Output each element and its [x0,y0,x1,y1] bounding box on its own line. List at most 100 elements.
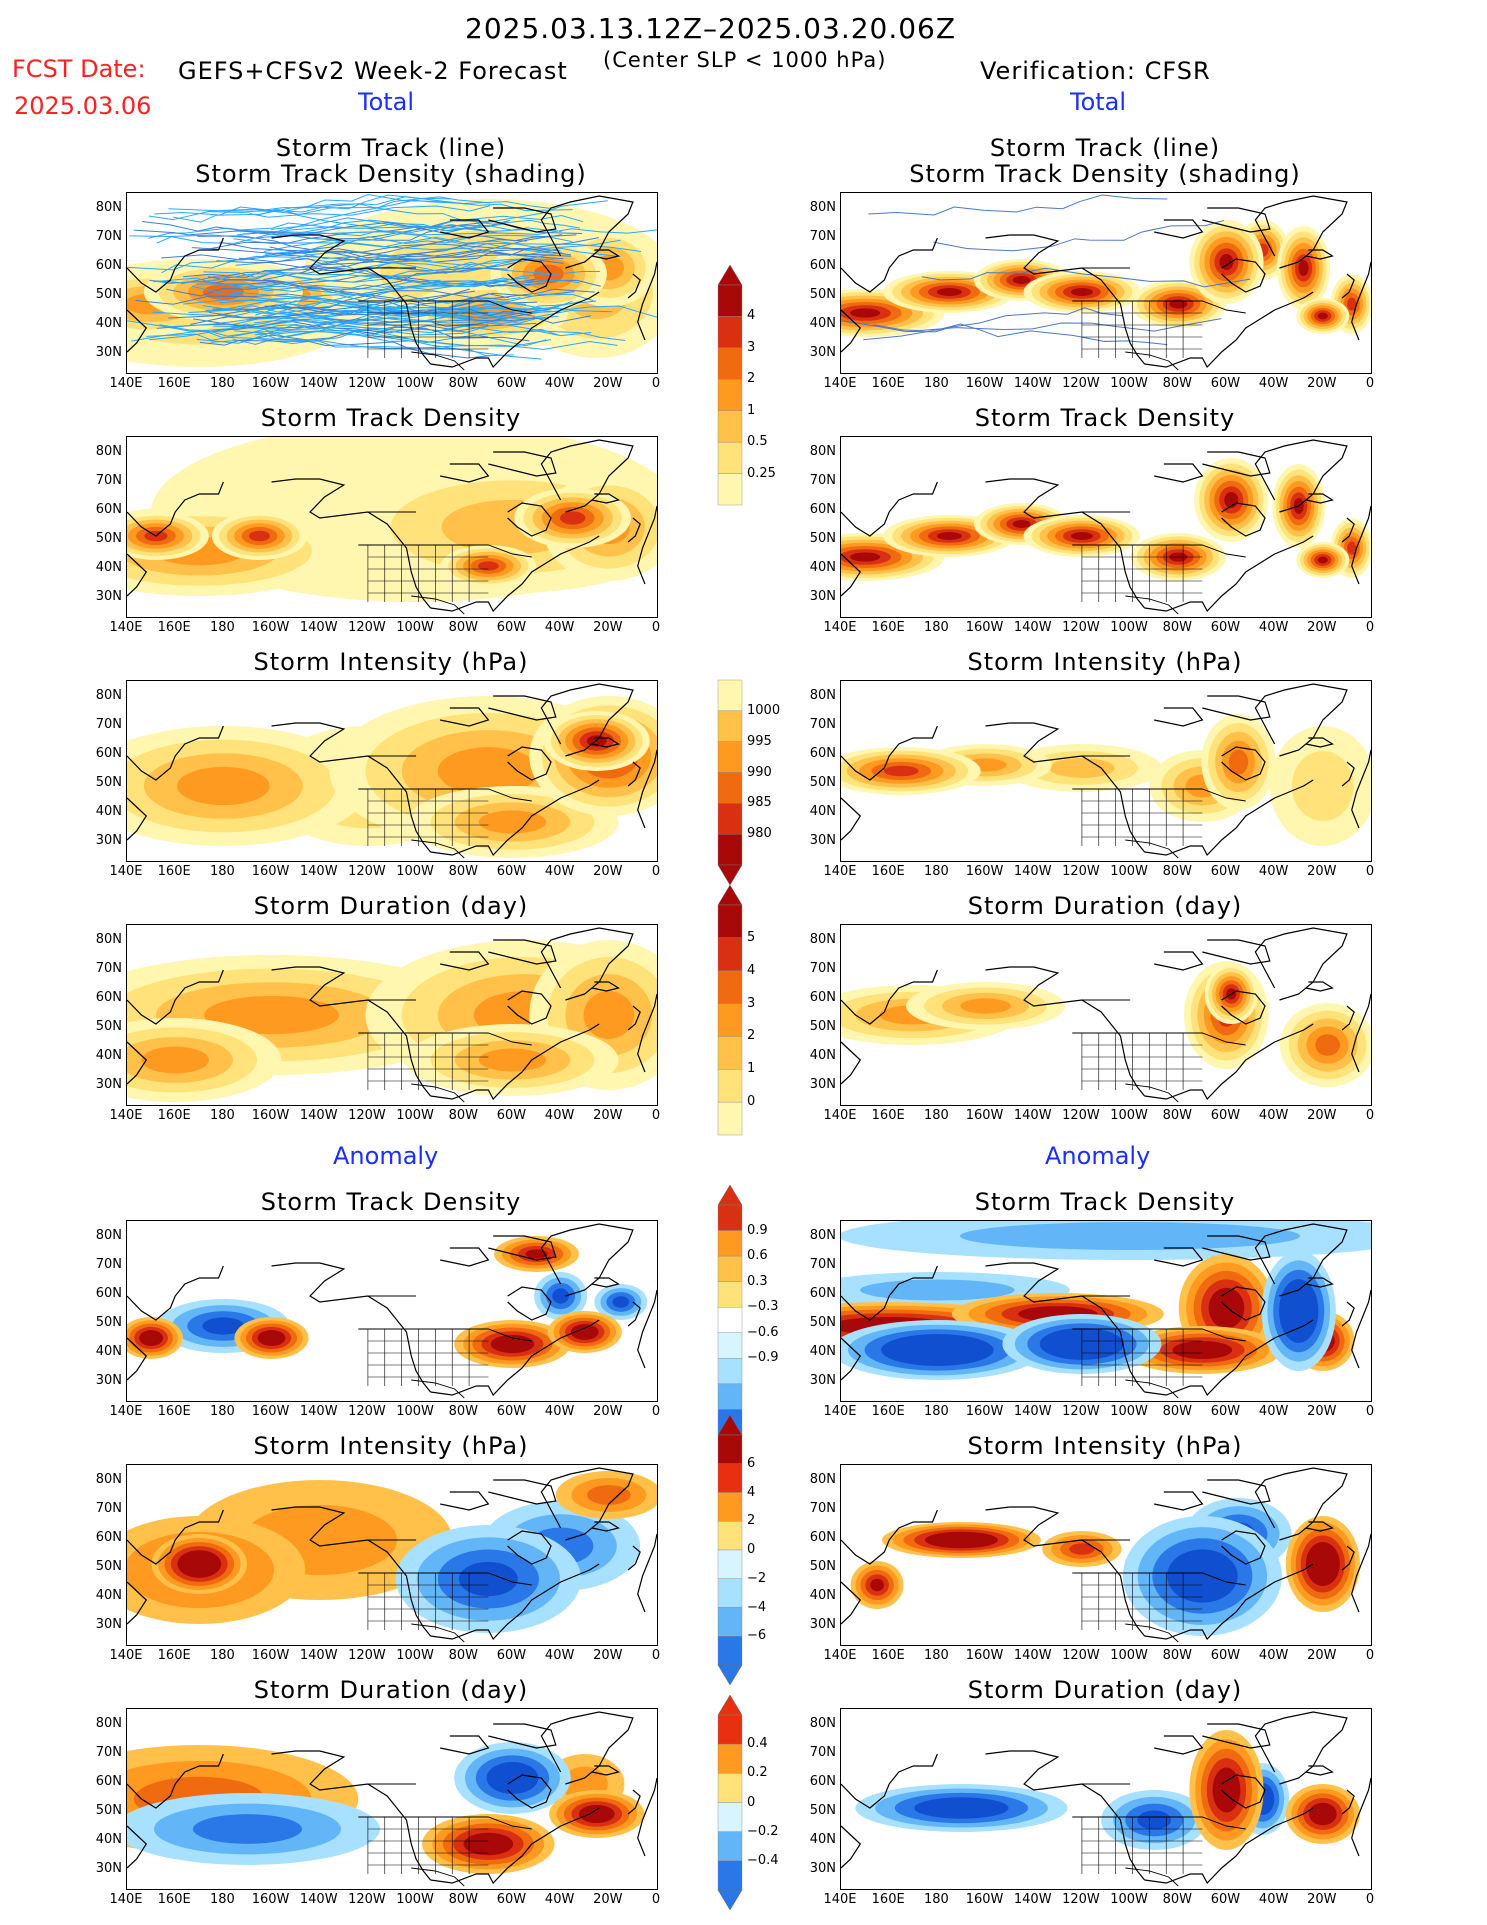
lon-tick-label: 180 [209,376,235,391]
colorbar-swatch [717,1463,743,1493]
coastline [127,1581,148,1625]
storm-track-line [254,325,592,337]
coastline [1144,1319,1314,1397]
colorbar-label: 2 [747,1028,756,1044]
colorbar-label: 6 [747,1455,756,1471]
colorbar-swatch [717,937,743,971]
lon-tick-label: 140E [109,620,143,635]
coastline [985,478,1146,609]
storm-track-line [131,330,514,357]
colorbar-label: 0.4 [747,1736,768,1752]
storm-track-line [216,248,561,269]
panel-title-dens-left: Storm Track Density [260,404,522,432]
storm-track-line [165,297,521,328]
colorbar-arrow-top [717,1185,743,1206]
lon-tick-label: 160E [157,864,191,879]
field-cell [850,552,881,562]
coastline [507,990,552,1025]
coastline [1221,1530,1266,1565]
storm-track-line [135,288,470,305]
lat-tick-label: 50N [95,1315,122,1330]
lat-tick-label: 30N [809,1617,836,1632]
lon-tick-label: 160W [251,1648,290,1663]
panel-title-int-left: Storm Intensity (hPa) [253,648,529,676]
coastline [440,1491,490,1511]
field-cell [1049,758,1115,778]
coastline [1154,219,1204,239]
colorbar-swatch [717,772,743,804]
colorbar-label: 3 [747,339,756,355]
border-line [1125,595,1179,615]
coastline [985,966,1146,1097]
lat-tick-label: 70N [809,1257,836,1272]
lat-tick-label: 80N [95,688,122,703]
field-cell [1298,260,1309,276]
lon-tick-label: 160E [157,1892,191,1907]
lat-tick-label: 70N [95,961,122,976]
lat-tick-label: 50N [809,531,836,546]
lat-tick-label: 40N [95,1832,122,1847]
coastline [841,1041,862,1085]
field-cell [499,1338,526,1350]
lon-tick-label: 0 [651,1108,661,1123]
storm-track-line [196,251,563,285]
storm-track-line [210,258,564,290]
coastline [1202,939,1271,965]
lat-tick-label: 70N [95,473,122,488]
coastline [1341,761,1355,787]
storm-track-line [262,304,657,318]
model-name: GEFS+CFSv2 Week-2 Forecast [178,57,568,85]
lon-tick-label: 120W [348,1108,386,1123]
coastline [1221,258,1266,293]
field-cell [1184,1344,1220,1356]
coastline [430,1319,600,1397]
colorbar-swatch [717,1069,743,1103]
lat-tick-label: 50N [809,775,836,790]
lon-tick-label: 140E [823,620,857,635]
colorbar-swatch [717,833,743,866]
lon-tick-label: 140W [299,1108,338,1123]
lon-tick-label: 20W [1307,1648,1337,1663]
lon-tick-label: 60W [1210,1648,1241,1663]
colorbar-swatch [717,1521,743,1551]
border-line [358,1816,532,1830]
lon-tick-label: 100W [1110,1892,1148,1907]
colorbar-label: 0.6 [747,1248,768,1264]
colorbar-swatch [717,1578,743,1608]
storm-track-line [156,320,537,334]
lat-tick-label: 80N [809,688,836,703]
coastline [985,1262,1146,1393]
colorbar-swatch [717,1036,743,1070]
lat-tick-label: 40N [809,316,836,331]
lon-tick-label: 160E [871,1892,905,1907]
coastline [127,553,148,597]
storm-track-line [933,219,1225,252]
lon-tick-label: 120W [348,1648,386,1663]
coastline [1351,505,1371,585]
coastline [637,993,657,1073]
lon-tick-label: 60W [1210,864,1241,879]
lon-tick-label: 140W [1013,1648,1052,1663]
storm-track-line [192,285,550,320]
colorbar-label: 1000 [747,702,781,718]
coastline [591,981,620,992]
lon-tick-label: 160E [871,376,905,391]
storm-track-line [267,228,657,238]
lat-tick-label: 60N [95,1286,122,1301]
lat-tick-label: 30N [95,1077,122,1092]
lon-tick-label: 20W [1307,1404,1337,1419]
coastline [985,234,1146,365]
coastline [841,1753,938,1809]
lat-tick-label: 40N [809,1344,836,1359]
lon-tick-label: 80W [1162,1108,1192,1123]
colorbar-label: 0.25 [747,465,776,481]
lat-tick-label: 40N [95,1344,122,1359]
colorbar-label: 0.2 [747,1765,768,1781]
coastline [627,273,641,299]
border-line [1072,1816,1246,1830]
lon-tick-label: 40W [544,864,575,879]
coastline [1254,683,1348,757]
lat-tick-label: 70N [809,473,836,488]
lon-tick-label: 140W [299,620,338,635]
lon-tick-label: 40W [544,1108,575,1123]
